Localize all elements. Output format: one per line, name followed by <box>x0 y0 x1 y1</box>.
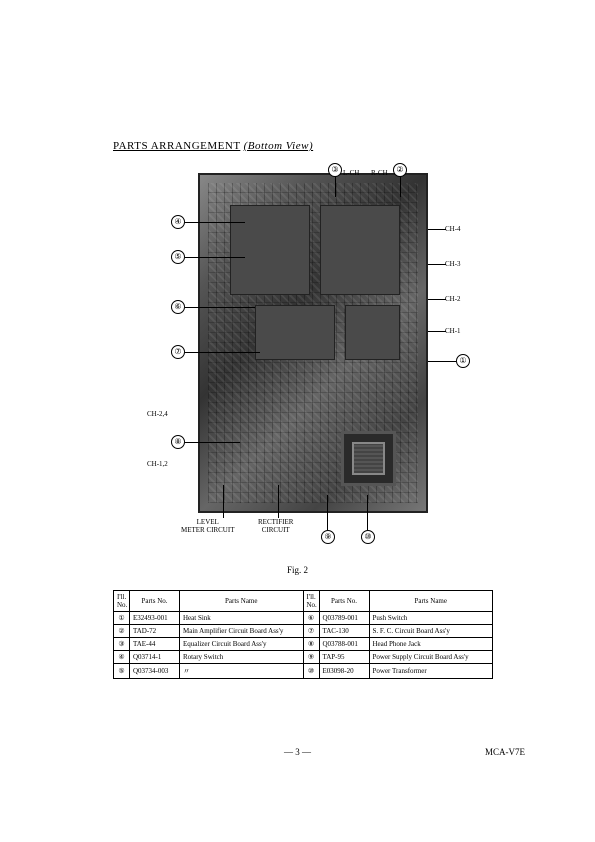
heatsink <box>426 193 428 443</box>
col-pn: Parts No. <box>130 591 180 612</box>
cell-idx: ③ <box>114 638 130 651</box>
table-row: ①E32493-001Heat Sink⑥Q03789-001Push Swit… <box>114 612 493 625</box>
cell-pn: E03098-20 <box>319 664 369 679</box>
diagram-label: CH-2,4 <box>147 410 168 418</box>
cell-pn: E32493-001 <box>130 612 180 625</box>
leader-line <box>223 485 224 518</box>
callout-circle: ⑩ <box>361 530 375 544</box>
col-name: Parts Name <box>180 591 304 612</box>
callout-circle: ② <box>393 163 407 177</box>
table-row: ⑤Q03734-003〃⑩E03098-20Power Transformer <box>114 664 493 679</box>
leader-line <box>185 222 245 223</box>
board <box>320 205 400 295</box>
cell-idx: ⑩ <box>303 664 319 679</box>
cell-idx: ⑨ <box>303 651 319 664</box>
diagram-label: CH-1 <box>445 327 461 335</box>
leader-line <box>335 177 336 197</box>
doc-id: MCA-V7E <box>485 747 525 757</box>
leader-line <box>428 264 446 265</box>
callout-circle: ⑦ <box>171 345 185 359</box>
cell-idx: ⑦ <box>303 625 319 638</box>
leader-line <box>400 177 401 197</box>
cell-pn: TAP-95 <box>319 651 369 664</box>
table-row: ④Q03714-1Rotary Switch⑨TAP-95Power Suppl… <box>114 651 493 664</box>
leader-line <box>367 495 368 530</box>
cell-name: S. F. C. Circuit Board Ass'y <box>369 625 493 638</box>
callout-circle: ④ <box>171 215 185 229</box>
cell-name: Heat Sink <box>180 612 304 625</box>
diagram-label: CH-3 <box>445 260 461 268</box>
leader-line <box>185 442 240 443</box>
leader-line <box>428 331 446 332</box>
cell-name: Push Switch <box>369 612 493 625</box>
cell-name: Power Supply Circuit Board Ass'y <box>369 651 493 664</box>
cell-idx: ① <box>114 612 130 625</box>
table-row: ②TAD-72Main Amplifier Circuit Board Ass'… <box>114 625 493 638</box>
callout-circle: ⑧ <box>171 435 185 449</box>
parts-table: I'll. No. Parts No. Parts Name I'll. No.… <box>113 590 493 679</box>
leader-line <box>185 307 255 308</box>
col-idx: I'll. No. <box>114 591 130 612</box>
col-name: Parts Name <box>369 591 493 612</box>
leader-line <box>428 299 446 300</box>
leader-line <box>428 361 456 362</box>
board <box>345 305 400 360</box>
diagram-label: RECTIFIER CIRCUIT <box>258 518 293 534</box>
cell-pn: TAD-72 <box>130 625 180 638</box>
leader-line <box>278 485 279 518</box>
cell-name: Equalizer Circuit Board Ass'y <box>180 638 304 651</box>
board <box>255 305 335 360</box>
cell-name: Power Transformer <box>369 664 493 679</box>
transformer <box>341 431 396 486</box>
leader-line <box>185 257 245 258</box>
diagram-label: LEVEL METER CIRCUIT <box>181 518 234 534</box>
diagram-label: CH-2 <box>445 295 461 303</box>
leader-line <box>428 229 446 230</box>
callout-circle: ① <box>456 354 470 368</box>
cell-idx: ⑤ <box>114 664 130 679</box>
cell-idx: ⑧ <box>303 638 319 651</box>
diagram-label: CH-1,2 <box>147 460 168 468</box>
cell-pn: TAE-44 <box>130 638 180 651</box>
diagram-label: L-CH <box>343 169 359 177</box>
diagram-label: CH-4 <box>445 225 461 233</box>
callout-circle: ⑨ <box>321 530 335 544</box>
callout-circle: ⑤ <box>171 250 185 264</box>
cell-idx: ② <box>114 625 130 638</box>
board <box>230 205 310 295</box>
cell-name: 〃 <box>180 664 304 679</box>
leader-line <box>327 495 328 530</box>
figure-caption: Fig. 2 <box>0 565 595 575</box>
title-sub: (Bottom View) <box>244 140 314 152</box>
cell-pn: TAC-130 <box>319 625 369 638</box>
cell-pn: Q03789-001 <box>319 612 369 625</box>
col-idx: I'll. No. <box>303 591 319 612</box>
cell-pn: Q03788-001 <box>319 638 369 651</box>
cell-name: Main Amplifier Circuit Board Ass'y <box>180 625 304 638</box>
cell-name: Rotary Switch <box>180 651 304 664</box>
page-title: PARTS ARRANGEMENT (Bottom View) <box>113 140 313 152</box>
col-pn: Parts No. <box>319 591 369 612</box>
parts-diagram: ① ② ③ ④ ⑤ ⑥ ⑦ ⑧ ⑨ ⑩ L-CH R-CH CH-4 CH-3 CH-2 CH-1 CH-2,… <box>113 155 493 555</box>
diagram-label: R-CH <box>371 169 388 177</box>
cell-pn: Q03714-1 <box>130 651 180 664</box>
callout-circle: ⑥ <box>171 300 185 314</box>
cell-pn: Q03734-003 <box>130 664 180 679</box>
chassis-photo <box>198 173 428 513</box>
table-row: ③TAE-44Equalizer Circuit Board Ass'y⑧Q03… <box>114 638 493 651</box>
cell-idx: ⑥ <box>303 612 319 625</box>
title-main: PARTS ARRANGEMENT <box>113 140 240 152</box>
cell-idx: ④ <box>114 651 130 664</box>
leader-line <box>185 352 260 353</box>
callout-circle: ③ <box>328 163 342 177</box>
cell-name: Head Phone Jack <box>369 638 493 651</box>
